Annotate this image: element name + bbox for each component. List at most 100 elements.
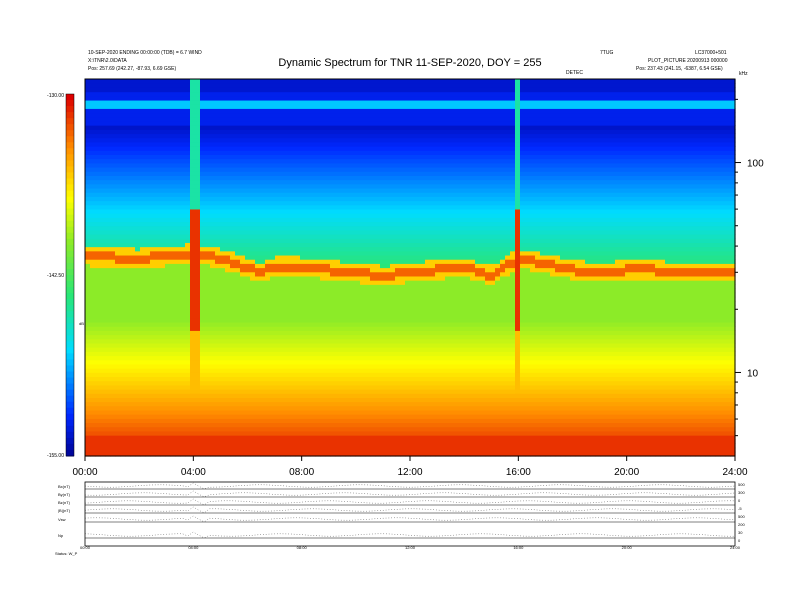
header-right-line1a: 7TUG [600,50,614,56]
colorbar-segment [66,178,74,185]
colorbar-segment [66,359,74,366]
colorbar-segment [66,383,74,391]
colorbar-segment [66,226,74,234]
colorbar-segment [66,268,74,276]
colorbar-segment [66,142,74,149]
lower-panel-label: Vsw [58,517,66,522]
colorbar-segment [66,347,74,354]
lower-x-tick-label: 00:00 [80,545,91,550]
header-right-line2: PLOT_PICTURE 20200913 000000 [648,58,728,64]
colorbar-segment [66,395,74,403]
colorbar-segment [66,118,74,125]
colorbar-segment [66,365,74,373]
colorbar-segment [66,112,74,119]
colorbar-segment [66,341,74,348]
header-right-line1b: LC37000+501 [695,50,727,56]
colorbar-segment [66,232,74,240]
spectrum-image [85,79,736,457]
colorbar-segment [66,94,74,101]
colorbar-segment [66,281,74,288]
colorbar-segment [66,401,74,409]
colorbar-max-label: -130.00 [47,93,64,99]
colorbar-segment [66,172,74,179]
colorbar-segment [66,353,74,360]
colorbar-segment [66,256,74,264]
colorbar-segment [66,329,74,336]
lower-x-tick-label: 24:00 [730,545,741,550]
lower-panel-trace [84,482,736,490]
colorbar-segment [66,154,74,161]
colorbar-segment [66,437,74,445]
colorbar-segment [66,305,74,312]
colorbar-segment [66,148,74,155]
colorbar-segment [66,190,74,198]
header-right-line3: Pos: 237.43 (241.15, -6387, 6.54 GSE) [636,66,723,72]
lower-x-tick-label: 16:00 [513,545,524,550]
colorbar-segment [66,184,74,192]
colorbar-segment [66,100,74,107]
colorbar-segment [66,250,74,258]
lower-right-tick-label: -5 [738,506,742,511]
colorbar-segment [66,275,74,282]
colorbar-segment [66,136,74,143]
colorbar-segment [66,389,74,397]
right-axis-unit: kHz [739,71,748,77]
lower-right-tick-label: 0 [738,498,741,503]
colorbar-segment [66,377,74,385]
colorbar-segment [66,196,74,204]
status-text: Status: W_P [55,551,78,556]
colorbar-segment [66,202,74,210]
lower-x-tick-label: 20:00 [622,545,633,550]
header-left-line2: X:\TNR\2.0\DATA [88,58,127,64]
colorbar-segment [66,238,74,246]
x-tick-label: 04:00 [181,467,206,478]
x-tick-label: 16:00 [506,467,531,478]
lower-panel-trace [84,515,736,523]
colorbar-segment [66,208,74,216]
colorbar-segment [66,407,74,415]
colorbar-segment [66,130,74,137]
lower-x-tick-label: 04:00 [188,545,199,550]
colorbar-segment [66,124,74,131]
lower-right-tick-label: 30 [738,530,743,535]
colorbar-label: dB [79,321,84,326]
lower-x-tick-label: 12:00 [405,545,416,550]
lower-panel-label: Np [58,533,64,538]
lower-panel-trace [84,490,736,498]
header-left-line1: 10-SEP-2020 ENDING 00:00:00 (TDB) = 6.7 … [88,50,202,56]
colorbar-segment [66,443,74,451]
lower-panel-trace [84,498,736,506]
lower-right-tick-label: 300 [738,490,745,495]
lower-panel-label: |B|(nT) [58,508,71,513]
colorbar-segment [66,335,74,342]
colorbar-segment [66,419,74,427]
colorbar-segment [66,106,74,113]
header-left-line3: Pos: 257.69 (242.27, -87.93, 6.69 GSE) [88,66,177,72]
lower-right-tick-label: 200 [738,522,745,527]
lower-x-tick-label: 08:00 [297,545,308,550]
colorbar-segment [66,371,74,379]
colorbar-segment [66,287,74,294]
lower-panel-frame [84,481,736,547]
colorbar-segment [66,220,74,228]
lower-panel-trace [84,531,735,539]
header-right-tag: DETEC [566,70,583,76]
x-tick-label: 12:00 [397,467,422,478]
colorbar-segment [66,262,74,270]
colorbar-segment [66,293,74,300]
lower-right-tick-label: 500 [738,482,745,487]
colorbar-segment [66,214,74,222]
colorbar-segment [66,317,74,324]
colorbar-segment [66,323,74,330]
lower-panel-label: Bz(nT) [58,500,71,505]
colorbar-segment [66,311,74,318]
colorbar-segment [66,160,74,167]
colorbar-segment [66,299,74,306]
lower-panel-trace [84,506,736,514]
lower-panel-label: Bx(nT) [58,484,71,489]
lower-right-tick-label: 0 [738,538,741,543]
y-tick-label: 10 [747,368,759,379]
colorbar-mid-label: -142.50 [47,273,64,279]
lower-right-tick-label: 500 [738,514,745,519]
